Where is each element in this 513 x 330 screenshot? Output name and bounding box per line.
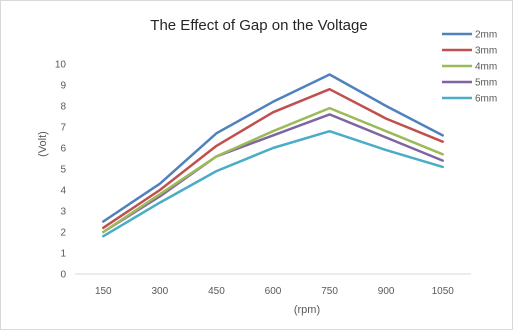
x-tick-label: 750 <box>321 286 338 297</box>
y-tick-label: 2 <box>60 228 66 239</box>
x-tick-label: 150 <box>95 286 112 297</box>
y-tick-labels: 0 1 2 3 4 5 6 7 8 9 10 <box>55 60 67 281</box>
y-tick-label: 5 <box>60 165 66 176</box>
series-line-4mm <box>102 106 444 234</box>
x-tick-labels: 150 300 450 600 750 900 1050 <box>95 286 454 297</box>
y-tick-label: 1 <box>60 249 66 260</box>
legend-label-4mm: 4mm <box>475 62 497 73</box>
legend: 2mm 3mm 4mm 5mm 6mm <box>442 30 497 105</box>
y-tick-label: 9 <box>60 81 66 92</box>
legend-label-6mm: 6mm <box>475 94 497 105</box>
x-tick-label: 300 <box>152 286 169 297</box>
y-tick-label: 10 <box>55 60 67 71</box>
x-tick-label: 900 <box>378 286 395 297</box>
y-tick-label: 4 <box>60 186 66 197</box>
y-tick-label: 8 <box>60 102 66 113</box>
y-axis-label: (Volt) <box>37 131 49 157</box>
series-lines <box>102 73 444 238</box>
series-line-2mm <box>102 73 444 223</box>
x-tick-label: 1050 <box>432 286 455 297</box>
series-line-5mm <box>102 113 444 234</box>
x-tick-label: 450 <box>208 286 225 297</box>
y-tick-label: 6 <box>60 144 66 155</box>
y-tick-label: 7 <box>60 123 66 134</box>
series-line-6mm <box>102 129 444 238</box>
chart-title: The Effect of Gap on the Voltage <box>150 17 367 34</box>
y-tick-label: 0 <box>60 270 66 281</box>
series-line-3mm <box>102 87 444 230</box>
x-tick-label: 600 <box>265 286 282 297</box>
legend-label-3mm: 3mm <box>475 46 497 57</box>
x-axis-label: (rpm) <box>294 304 320 316</box>
y-tick-label: 3 <box>60 207 66 218</box>
legend-label-2mm: 2mm <box>475 30 497 41</box>
legend-label-5mm: 5mm <box>475 78 497 89</box>
